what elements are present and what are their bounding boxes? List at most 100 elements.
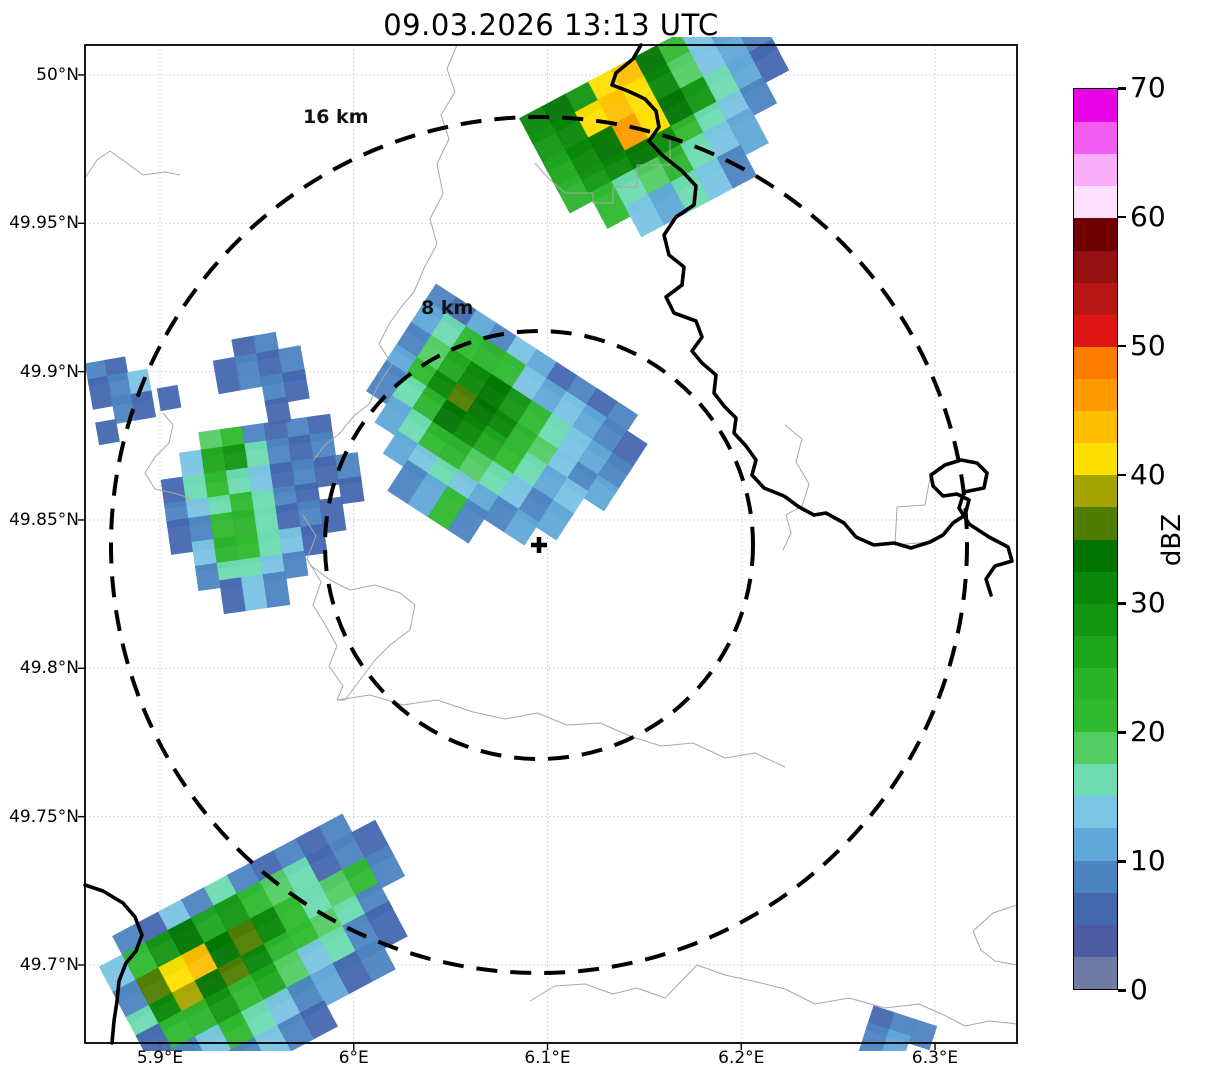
west-echo bbox=[160, 413, 365, 615]
colorbar-band bbox=[1074, 924, 1117, 957]
echo-cell bbox=[365, 900, 408, 950]
colorbar-band bbox=[1074, 506, 1117, 540]
admin-boundary bbox=[534, 140, 671, 204]
colorbar-tick-label: 70 bbox=[1130, 71, 1166, 104]
admin-boundary bbox=[972, 904, 1018, 966]
echo-cell bbox=[234, 352, 264, 391]
colorbar-tick bbox=[1118, 989, 1126, 992]
colorbar-band bbox=[1074, 603, 1117, 636]
admin-boundary bbox=[144, 412, 194, 508]
echo-cell bbox=[726, 107, 769, 156]
echo-cell bbox=[483, 495, 520, 533]
x-tick-label: 5.9°E bbox=[136, 1048, 184, 1068]
colorbar-tick bbox=[1118, 473, 1126, 477]
colorbar-band bbox=[1074, 859, 1117, 893]
colorbar-band bbox=[1074, 827, 1117, 861]
echo-cell bbox=[313, 455, 340, 488]
admin-boundary bbox=[529, 964, 698, 1002]
admin-boundary bbox=[312, 44, 458, 462]
echo-cell bbox=[235, 532, 263, 566]
colorbar-tick-label: 60 bbox=[1130, 199, 1166, 233]
colorbar-tick-label: 30 bbox=[1130, 586, 1166, 620]
admin-boundary bbox=[309, 564, 416, 701]
colorbar-band bbox=[1074, 89, 1117, 123]
admin-boundary bbox=[894, 477, 931, 546]
colorbar-band bbox=[1074, 956, 1117, 989]
colorbar-tick-label: 20 bbox=[1130, 715, 1166, 749]
echo-cell bbox=[693, 157, 734, 201]
colorbar-band bbox=[1074, 121, 1117, 155]
echo-cell bbox=[225, 467, 253, 500]
colorbar-band bbox=[1074, 892, 1117, 925]
y-tick-label: 49.9°N bbox=[19, 361, 79, 382]
echo-cell bbox=[447, 498, 489, 544]
range-ring-16km bbox=[109, 115, 969, 975]
echo-cell bbox=[182, 473, 210, 507]
echo-cell bbox=[204, 470, 232, 504]
colorbar-label: dBZ bbox=[1157, 513, 1187, 567]
figure-title: 09.03.2026 13:13 UTC bbox=[383, 8, 719, 42]
echo-cell bbox=[588, 180, 632, 229]
echo-cell bbox=[407, 472, 449, 518]
y-tick-label: 49.95°N bbox=[9, 213, 79, 234]
west-edge-echo-c bbox=[212, 331, 310, 426]
echo-cell bbox=[670, 169, 712, 213]
river-line bbox=[83, 883, 144, 1045]
echo-cell bbox=[95, 418, 120, 446]
echo-cell bbox=[503, 508, 540, 546]
y-tick-label: 49.85°N bbox=[9, 509, 79, 530]
echo-cell bbox=[156, 384, 182, 412]
colorbar-band bbox=[1074, 667, 1117, 701]
y-tick-label: 49.8°N bbox=[19, 658, 79, 679]
colorbar-band bbox=[1074, 763, 1117, 797]
range-ring-label: 8 km bbox=[421, 297, 473, 319]
echo-cell bbox=[130, 390, 157, 421]
x-tick-label: 6.1°E bbox=[524, 1048, 571, 1068]
echo-cell bbox=[264, 396, 292, 426]
echo-cell bbox=[262, 571, 291, 609]
echo-cell bbox=[355, 938, 396, 982]
echo-cell bbox=[212, 356, 242, 395]
y-tick-label: 49.7°N bbox=[19, 954, 79, 975]
echo-cell bbox=[87, 375, 114, 410]
colorbar-band bbox=[1074, 249, 1117, 283]
colorbar-band bbox=[1074, 153, 1117, 187]
map-canvas: 8 km 16 km bbox=[78, 37, 1018, 1051]
echo-cell bbox=[240, 574, 269, 612]
y-tick-label: 49.75°N bbox=[9, 806, 79, 827]
echo-cell bbox=[624, 193, 666, 238]
echo-cell bbox=[364, 844, 406, 889]
colorbar-band bbox=[1074, 346, 1117, 379]
echo-cell bbox=[338, 476, 365, 505]
colorbar-band bbox=[1074, 282, 1117, 315]
colorbar-band bbox=[1074, 442, 1117, 476]
echo-cell bbox=[583, 474, 620, 512]
echo-cell bbox=[300, 523, 328, 557]
admin-boundary bbox=[696, 964, 1018, 1027]
echo-cell bbox=[300, 1000, 338, 1040]
echo-cell bbox=[247, 464, 275, 497]
echo-cell bbox=[366, 359, 408, 405]
colorbar-tick-label: 50 bbox=[1130, 328, 1166, 362]
echo-cell bbox=[213, 535, 241, 569]
colorbar-tick-label: 10 bbox=[1130, 844, 1166, 878]
colorbar-band bbox=[1074, 571, 1117, 604]
echo-cell bbox=[278, 526, 306, 560]
colorbar-band bbox=[1074, 538, 1117, 572]
colorbar-tick bbox=[1118, 215, 1126, 219]
colorbar-band bbox=[1074, 314, 1117, 347]
colorbar-band bbox=[1074, 795, 1117, 829]
echo-cell bbox=[382, 430, 419, 468]
admin-boundary bbox=[302, 514, 344, 701]
echo-cell bbox=[194, 1023, 236, 1051]
echo-cell bbox=[332, 950, 373, 995]
echo-cell bbox=[135, 1022, 179, 1051]
west-edge-echo-b bbox=[156, 384, 182, 412]
echo-cell bbox=[387, 459, 429, 505]
range-ring-8km bbox=[323, 329, 755, 761]
colorbar-tick-label: 40 bbox=[1130, 457, 1166, 491]
colorbar-band bbox=[1074, 410, 1117, 444]
colorbar-tick bbox=[1118, 344, 1126, 348]
echo-cell bbox=[219, 577, 247, 615]
